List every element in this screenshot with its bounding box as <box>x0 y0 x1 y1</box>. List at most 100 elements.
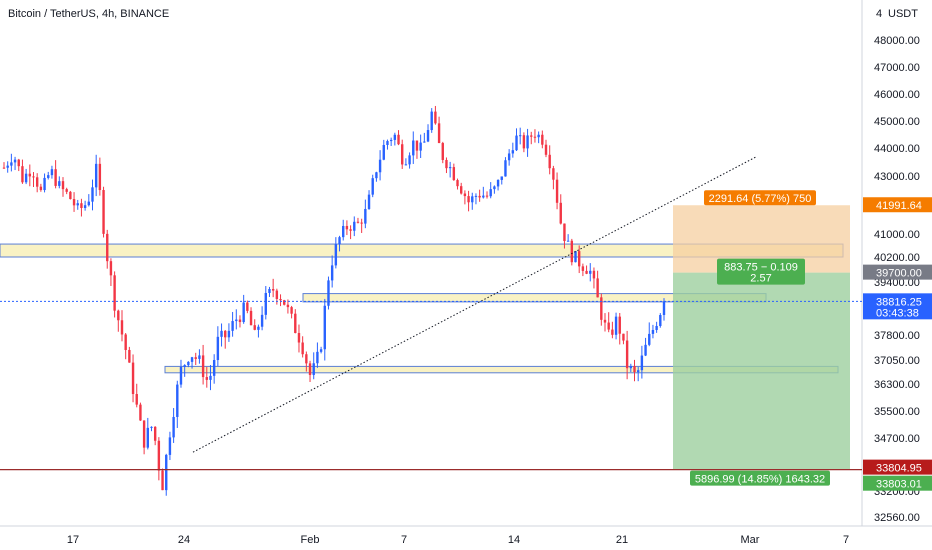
candle <box>559 194 562 225</box>
candle <box>349 225 352 240</box>
candle <box>128 346 131 363</box>
candle <box>268 286 271 297</box>
candle <box>589 263 592 282</box>
candle <box>187 361 190 368</box>
stop-label[interactable]: 5896.99 (14.85%) 1643.32 <box>690 470 830 486</box>
candle <box>301 336 304 358</box>
candle <box>260 306 264 331</box>
candle <box>312 352 315 380</box>
candle <box>397 130 400 146</box>
trend-line[interactable] <box>192 155 758 453</box>
time-tick-label: 24 <box>178 534 190 546</box>
candle <box>249 307 253 326</box>
candle <box>375 171 378 182</box>
candle <box>526 128 529 157</box>
candle <box>640 345 644 379</box>
candle <box>496 179 500 191</box>
candle <box>530 131 533 145</box>
price-tag: 33803.01 <box>863 475 932 491</box>
candle <box>209 365 212 391</box>
candle <box>17 158 20 172</box>
candle <box>117 309 120 332</box>
candle <box>28 164 32 187</box>
candle <box>356 217 360 224</box>
price-tag: 39700.00 <box>863 264 932 280</box>
price-tag: 41991.64 <box>863 197 932 213</box>
candle <box>271 278 275 298</box>
candle <box>6 161 9 173</box>
candle <box>618 313 621 345</box>
candle <box>275 288 279 305</box>
candle <box>72 192 76 212</box>
target-label[interactable]: 2291.64 (5.77%) 750 <box>704 190 816 206</box>
candle <box>563 223 566 249</box>
candle <box>629 363 633 373</box>
currency-label: USDT <box>888 8 918 20</box>
candle <box>106 229 109 269</box>
candle <box>172 408 175 443</box>
candle <box>212 354 216 384</box>
candle <box>98 157 102 196</box>
candle <box>305 351 308 372</box>
candle <box>153 426 157 446</box>
svg-text:03:43:38: 03:43:38 <box>876 307 919 319</box>
candle <box>334 237 338 269</box>
price-tick-label: 41000.00 <box>874 229 920 241</box>
candle <box>330 255 334 288</box>
price-tick-label: 37800.00 <box>874 330 920 342</box>
candle <box>238 315 242 328</box>
chart-title: Bitcoin / TetherUS, 4h, BINANCE <box>8 8 169 20</box>
candle <box>47 171 50 180</box>
candle <box>253 319 256 331</box>
candle <box>614 312 618 340</box>
candle <box>552 165 555 190</box>
stop-zone[interactable] <box>673 272 850 470</box>
time-tick-label: 17 <box>67 534 79 546</box>
candle <box>54 160 57 189</box>
candle <box>150 426 153 432</box>
candle <box>648 322 651 347</box>
candle <box>489 182 492 199</box>
candle <box>246 300 249 314</box>
candle <box>13 156 17 171</box>
price-tick-label: 39400.00 <box>874 277 920 289</box>
candle <box>35 173 39 193</box>
time-tick-label: 7 <box>843 534 849 546</box>
candle <box>448 161 452 178</box>
candle <box>507 149 511 166</box>
candle <box>32 172 35 188</box>
candle <box>61 177 65 197</box>
candle <box>83 200 87 211</box>
candle <box>231 311 234 337</box>
candle <box>662 298 666 321</box>
axis-scale-label: 4 <box>876 8 882 20</box>
candle <box>65 187 68 195</box>
candle <box>360 218 363 233</box>
candle <box>371 174 374 198</box>
candle <box>179 359 183 388</box>
candle <box>176 380 179 428</box>
candle <box>548 145 551 175</box>
candle <box>445 157 448 174</box>
candle <box>142 420 146 455</box>
price-axis[interactable]: 48000.00 47000.00 46000.00 45000.00 44000.00… <box>863 35 932 524</box>
price-tick-label: 45000.00 <box>874 116 920 128</box>
svg-text:5896.99 (14.85%) 1643.32: 5896.99 (14.85%) 1643.32 <box>695 474 825 486</box>
svg-text:883.75 − 0.109: 883.75 − 0.109 <box>724 262 798 274</box>
candle <box>69 190 72 200</box>
candle <box>168 431 172 461</box>
candle <box>109 258 113 287</box>
candle <box>205 366 208 388</box>
time-axis[interactable]: 17 24 Feb 7 14 21 Mar 7 <box>67 534 849 546</box>
candle <box>493 185 496 194</box>
candle <box>279 294 282 307</box>
candle <box>131 354 135 403</box>
candle <box>327 276 330 310</box>
candle <box>401 139 404 169</box>
position-layer <box>673 205 850 470</box>
price-tick-label: 48000.00 <box>874 35 920 47</box>
candle <box>91 179 94 211</box>
